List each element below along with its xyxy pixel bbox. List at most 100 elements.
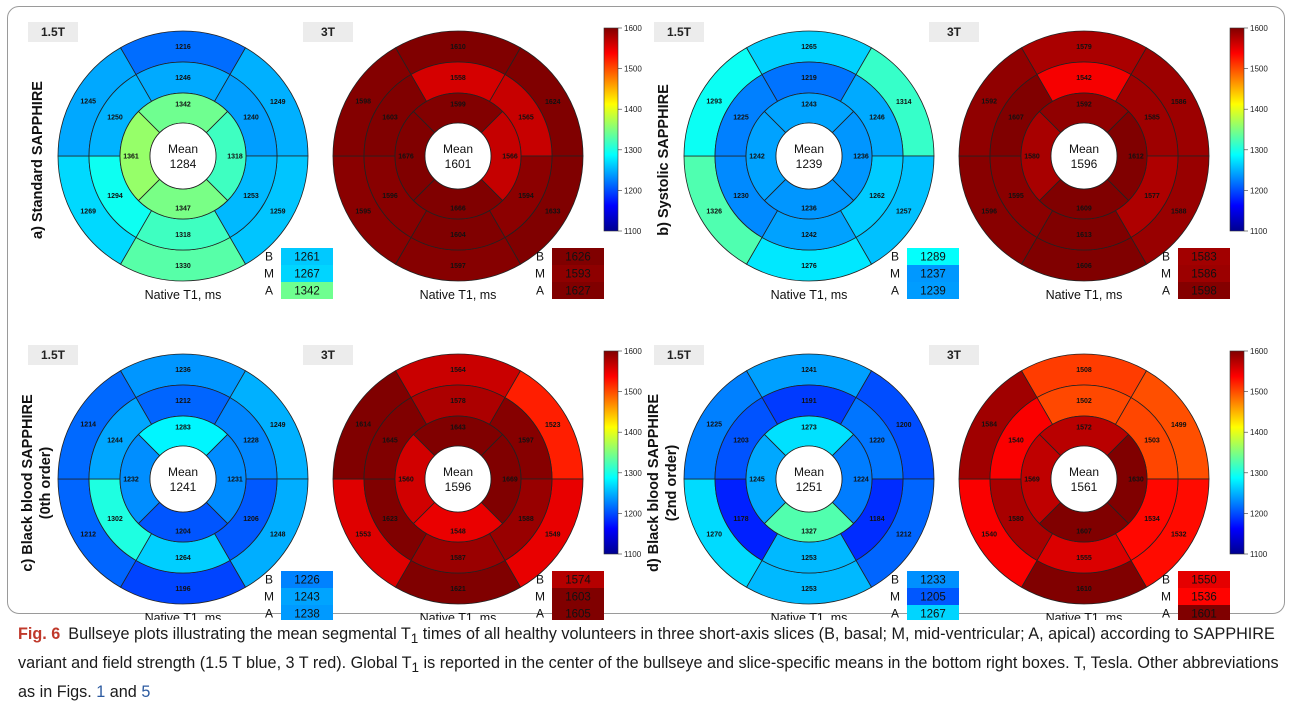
slice-letter: M [264,590,274,604]
mean-label: Mean [168,465,198,479]
colorbar-tick-label: 1400 [624,428,642,437]
slice-letter: A [265,284,273,298]
segment-value-label: 1246 [175,75,191,82]
segment-value-label: 1595 [1008,193,1024,200]
center-circle [1050,122,1118,190]
slice-mean-box [552,588,604,605]
segment-value-label: 1242 [749,154,765,161]
slice-letter: B [1162,250,1170,264]
slice-mean-box [281,248,333,265]
segment-value-label: 1534 [1144,516,1160,523]
segment-value-label: 1560 [398,477,414,484]
field-strength-label: 3T [321,348,336,362]
segment-value-label: 1558 [450,75,466,82]
colorbar-tick-label: 1600 [1250,347,1268,356]
field-strength-label: 1.5T [667,348,692,362]
panel-title: c) Black blood SAPPHIRE [20,394,36,572]
segment-value-label: 1249 [270,422,286,429]
slice-mean-box [1178,248,1230,265]
panel-subtitle: (0th order) [38,447,54,520]
mean-label: Mean [794,465,824,479]
segment-value-label: 1264 [175,555,191,562]
slice-mean-value: 1574 [565,575,591,587]
caption-text: and [105,683,142,702]
segment-value-label: 1597 [518,437,534,444]
colorbar-tick-label: 1500 [1250,65,1268,74]
caption-text: is reported in the center of the bullsey… [18,654,1279,702]
segment-value-label: 1606 [1076,263,1092,270]
caption-text: times of all healthy volunteers in three… [18,625,1275,673]
segment-value-label: 1246 [869,114,885,121]
slice-letter: M [264,267,274,281]
segment-value-label: 1236 [853,154,869,161]
segment-value-label: 1253 [243,193,259,200]
segment-value-label: 1242 [801,232,817,239]
mean-value: 1601 [445,157,472,171]
segment-value-label: 1569 [1024,477,1040,484]
colorbar-tick-label: 1400 [1250,105,1268,114]
mean-label: Mean [1069,465,1099,479]
segment-value-label: 1326 [706,208,722,215]
segment-value-label: 1610 [450,44,466,51]
segment-value-label: 1243 [801,102,817,109]
colorbar-tick-label: 1200 [624,186,642,195]
segment-value-label: 1212 [175,398,191,405]
segment-value-label: 1236 [801,206,817,213]
slice-mean-box [281,571,333,588]
slice-letter: B [536,573,544,587]
field-strength-label: 3T [321,25,336,39]
center-circle [149,122,217,190]
field-strength-tag [28,22,78,42]
slice-mean-value: 1598 [1191,286,1217,298]
segment-value-label: 1228 [243,437,259,444]
colorbar-tick-label: 1300 [624,146,642,155]
segment-value-label: 1250 [107,114,123,121]
segment-value-label: 1257 [896,208,912,215]
slice-letter: M [535,590,545,604]
segment-value-label: 1219 [801,75,817,82]
segment-value-label: 1585 [1144,114,1160,121]
colorbar-tick-label: 1600 [1250,24,1268,33]
segment-value-label: 1645 [382,437,398,444]
segment-value-label: 1580 [1024,154,1040,161]
figure-ref-link[interactable]: 5 [141,683,151,702]
segment-value-label: 1236 [175,367,191,374]
slice-mean-value: 1342 [294,286,320,298]
slice-mean-value: 1593 [565,269,591,281]
colorbar-tick-label: 1200 [624,509,642,518]
segment-value-label: 1565 [518,114,534,121]
slice-mean-box [1178,605,1230,620]
segment-value-label: 1597 [450,263,466,270]
slice-letter: A [891,284,899,298]
slice-letter: M [890,267,900,281]
mean-value: 1251 [796,480,823,494]
segment-value-label: 1245 [80,99,96,106]
segment-value-label: 1607 [1076,529,1092,536]
slice-mean-value: 1238 [294,609,320,621]
segment-value-label: 1184 [869,516,884,523]
mean-value: 1561 [1071,480,1098,494]
segment-value-label: 1240 [243,114,259,121]
figure-ref-link[interactable]: 1 [96,683,106,702]
colorbar-tick-label: 1300 [624,469,642,478]
slice-mean-value: 1239 [920,286,946,298]
segment-value-label: 1241 [801,367,817,374]
slice-letter: B [536,250,544,264]
segment-value-label: 1578 [450,398,466,405]
caption-subscript: 1 [410,631,419,647]
segment-value-label: 1203 [733,437,749,444]
colorbar-tick-label: 1100 [1250,227,1268,236]
segment-value-label: 1314 [896,99,912,106]
slice-mean-box [281,605,333,620]
segment-value-label: 1621 [450,586,466,593]
slice-letter: M [535,267,545,281]
segment-value-label: 1594 [518,193,534,200]
segment-value-label: 1609 [1076,206,1092,213]
caption-subscript: 1 [411,660,420,676]
slice-mean-box [552,571,604,588]
panel-subtitle: (2nd order) [664,445,680,522]
axis-label: Native T1, ms [771,611,848,620]
slice-mean-box [907,605,959,620]
segment-value-label: 1549 [545,531,561,538]
colorbar-tick-label: 1100 [624,227,642,236]
